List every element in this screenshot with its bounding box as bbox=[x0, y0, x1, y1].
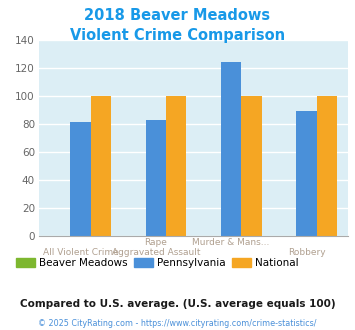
Bar bbox=[221, 62, 241, 236]
Bar bbox=[146, 119, 166, 236]
Bar bbox=[317, 96, 337, 236]
Legend: Beaver Meadows, Pennsylvania, National: Beaver Meadows, Pennsylvania, National bbox=[12, 254, 303, 272]
Bar bbox=[296, 111, 317, 236]
Text: All Violent Crime: All Violent Crime bbox=[43, 248, 118, 257]
Text: Rape: Rape bbox=[144, 238, 167, 247]
Text: Murder & Mans...: Murder & Mans... bbox=[192, 238, 270, 247]
Bar bbox=[70, 122, 91, 236]
Text: Robbery: Robbery bbox=[288, 248, 325, 257]
Bar bbox=[166, 96, 186, 236]
Text: Aggravated Assault: Aggravated Assault bbox=[111, 248, 200, 257]
Text: Violent Crime Comparison: Violent Crime Comparison bbox=[70, 28, 285, 43]
Bar bbox=[91, 96, 111, 236]
Bar bbox=[241, 96, 262, 236]
Text: Compared to U.S. average. (U.S. average equals 100): Compared to U.S. average. (U.S. average … bbox=[20, 299, 335, 309]
Text: 2018 Beaver Meadows: 2018 Beaver Meadows bbox=[84, 8, 271, 23]
Text: © 2025 CityRating.com - https://www.cityrating.com/crime-statistics/: © 2025 CityRating.com - https://www.city… bbox=[38, 319, 317, 328]
